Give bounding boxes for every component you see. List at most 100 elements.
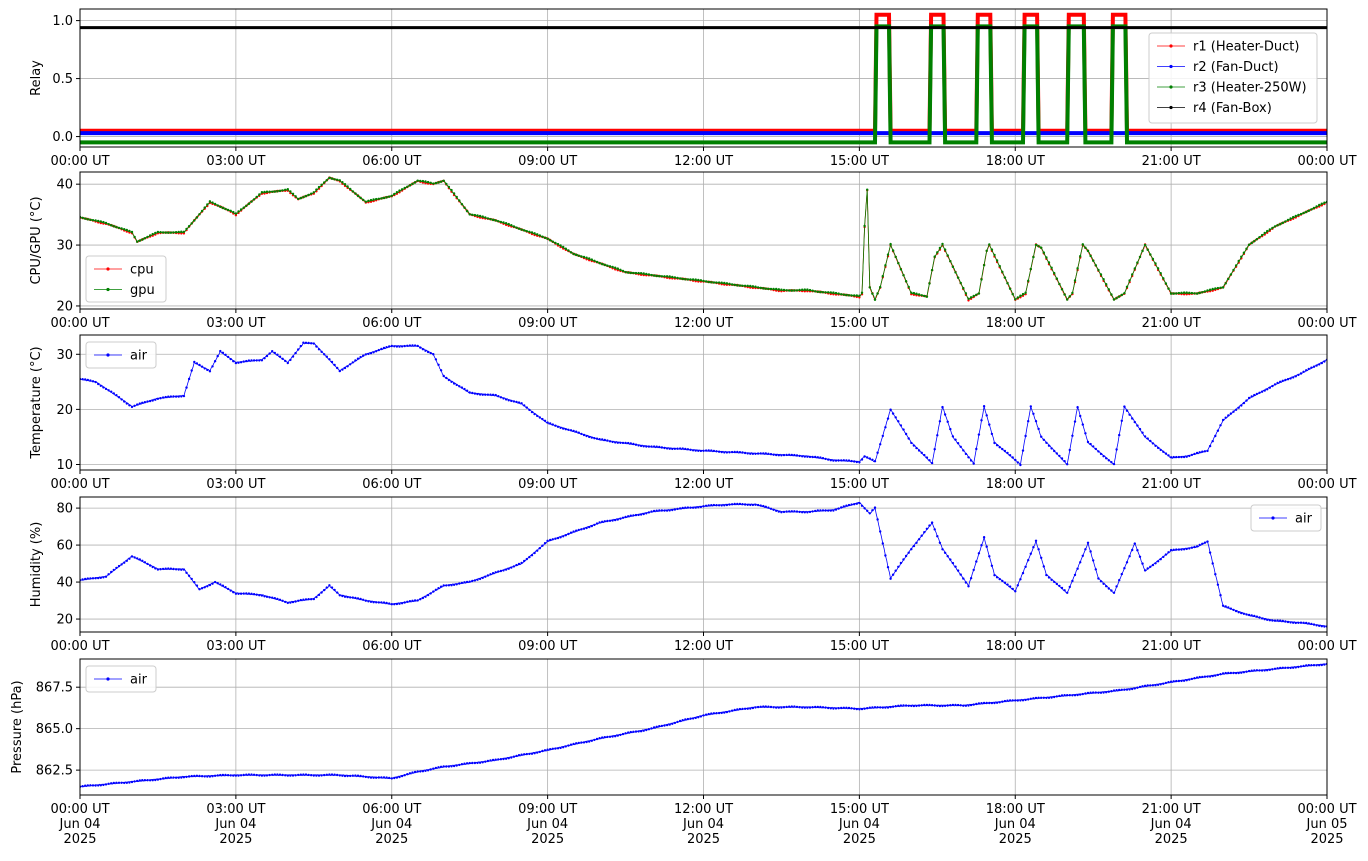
data-point — [1047, 696, 1051, 699]
data-point — [180, 776, 183, 779]
data-point — [406, 773, 409, 776]
data-point — [242, 773, 245, 777]
data-point — [1060, 288, 1064, 291]
data-point — [1302, 370, 1305, 373]
data-point — [351, 774, 354, 777]
data-point — [702, 714, 705, 717]
data-point — [117, 226, 121, 230]
data-point — [985, 414, 988, 417]
data-point — [1011, 699, 1014, 702]
data-point — [704, 504, 708, 507]
data-point — [863, 224, 866, 228]
data-point — [858, 708, 861, 711]
data-point — [1029, 552, 1033, 555]
data-point — [995, 576, 999, 579]
data-point — [1112, 298, 1116, 301]
data-point — [832, 291, 835, 294]
data-point — [775, 453, 778, 457]
data-point — [1120, 293, 1124, 297]
data-point — [390, 344, 393, 348]
data-point — [925, 295, 929, 298]
data-point — [673, 276, 677, 279]
data-point — [1058, 454, 1061, 458]
data-point — [1206, 675, 1209, 678]
data-point — [627, 271, 630, 274]
data-point — [169, 231, 173, 234]
data-point — [834, 707, 838, 710]
data-point — [1263, 389, 1266, 392]
data-point — [595, 260, 599, 264]
data-point — [728, 282, 731, 285]
data-point — [567, 249, 570, 252]
data-point — [1089, 691, 1092, 694]
data-point — [930, 268, 934, 272]
data-point — [439, 369, 443, 372]
data-point — [258, 594, 261, 597]
data-point — [1092, 445, 1095, 448]
data-point — [1219, 673, 1222, 676]
data-point — [928, 282, 931, 285]
data-point — [123, 781, 126, 785]
data-point — [1120, 419, 1124, 422]
data-point — [190, 774, 193, 778]
data-point — [211, 582, 214, 585]
data-point — [614, 266, 617, 269]
data-point — [133, 404, 136, 407]
data-point — [756, 286, 760, 289]
data-point — [1089, 550, 1092, 553]
data-point — [624, 515, 627, 519]
data-point — [419, 770, 422, 773]
data-point — [754, 503, 757, 506]
data-point — [749, 452, 752, 455]
data-point — [634, 271, 638, 275]
data-point — [536, 414, 539, 418]
data-point — [1271, 619, 1274, 622]
data-point — [439, 765, 443, 768]
data-point — [1081, 243, 1085, 246]
data-point — [1164, 553, 1168, 556]
y-tick-label: 40 — [56, 178, 73, 193]
data-point — [546, 539, 549, 542]
data-point — [460, 581, 464, 585]
data-point — [242, 592, 245, 595]
data-point — [806, 288, 809, 291]
data-point — [229, 589, 232, 592]
data-point — [211, 201, 214, 204]
data-point — [1133, 542, 1137, 545]
data-point — [455, 383, 458, 387]
data-point — [562, 245, 565, 249]
data-point — [1084, 692, 1087, 695]
data-point — [1190, 677, 1194, 681]
data-point — [772, 706, 775, 709]
data-point — [634, 443, 638, 446]
x-tick-label: 00:00 UT — [50, 154, 109, 169]
data-point — [512, 565, 516, 568]
data-point — [824, 509, 827, 512]
data-point — [367, 776, 370, 779]
data-point — [304, 773, 308, 776]
data-point — [1289, 621, 1292, 624]
data-point — [712, 503, 716, 507]
data-point — [1195, 545, 1199, 548]
data-point — [671, 275, 674, 279]
data-point — [1221, 286, 1225, 289]
data-point — [681, 506, 684, 510]
data-point — [1305, 369, 1308, 372]
data-point — [167, 567, 170, 570]
data-point — [684, 278, 687, 281]
data-point — [1299, 665, 1303, 668]
data-point — [824, 457, 827, 461]
data-point — [286, 361, 289, 365]
data-point — [663, 724, 666, 727]
data-point — [1320, 361, 1324, 365]
data-point — [1146, 248, 1149, 251]
data-point — [1001, 579, 1004, 583]
data-point — [1032, 697, 1035, 700]
data-point — [1105, 585, 1108, 588]
data-point — [426, 593, 430, 597]
data-point — [1247, 613, 1251, 617]
data-point — [136, 557, 139, 560]
data-point — [148, 564, 152, 567]
data-point — [1131, 687, 1134, 691]
data-point — [1266, 388, 1269, 391]
